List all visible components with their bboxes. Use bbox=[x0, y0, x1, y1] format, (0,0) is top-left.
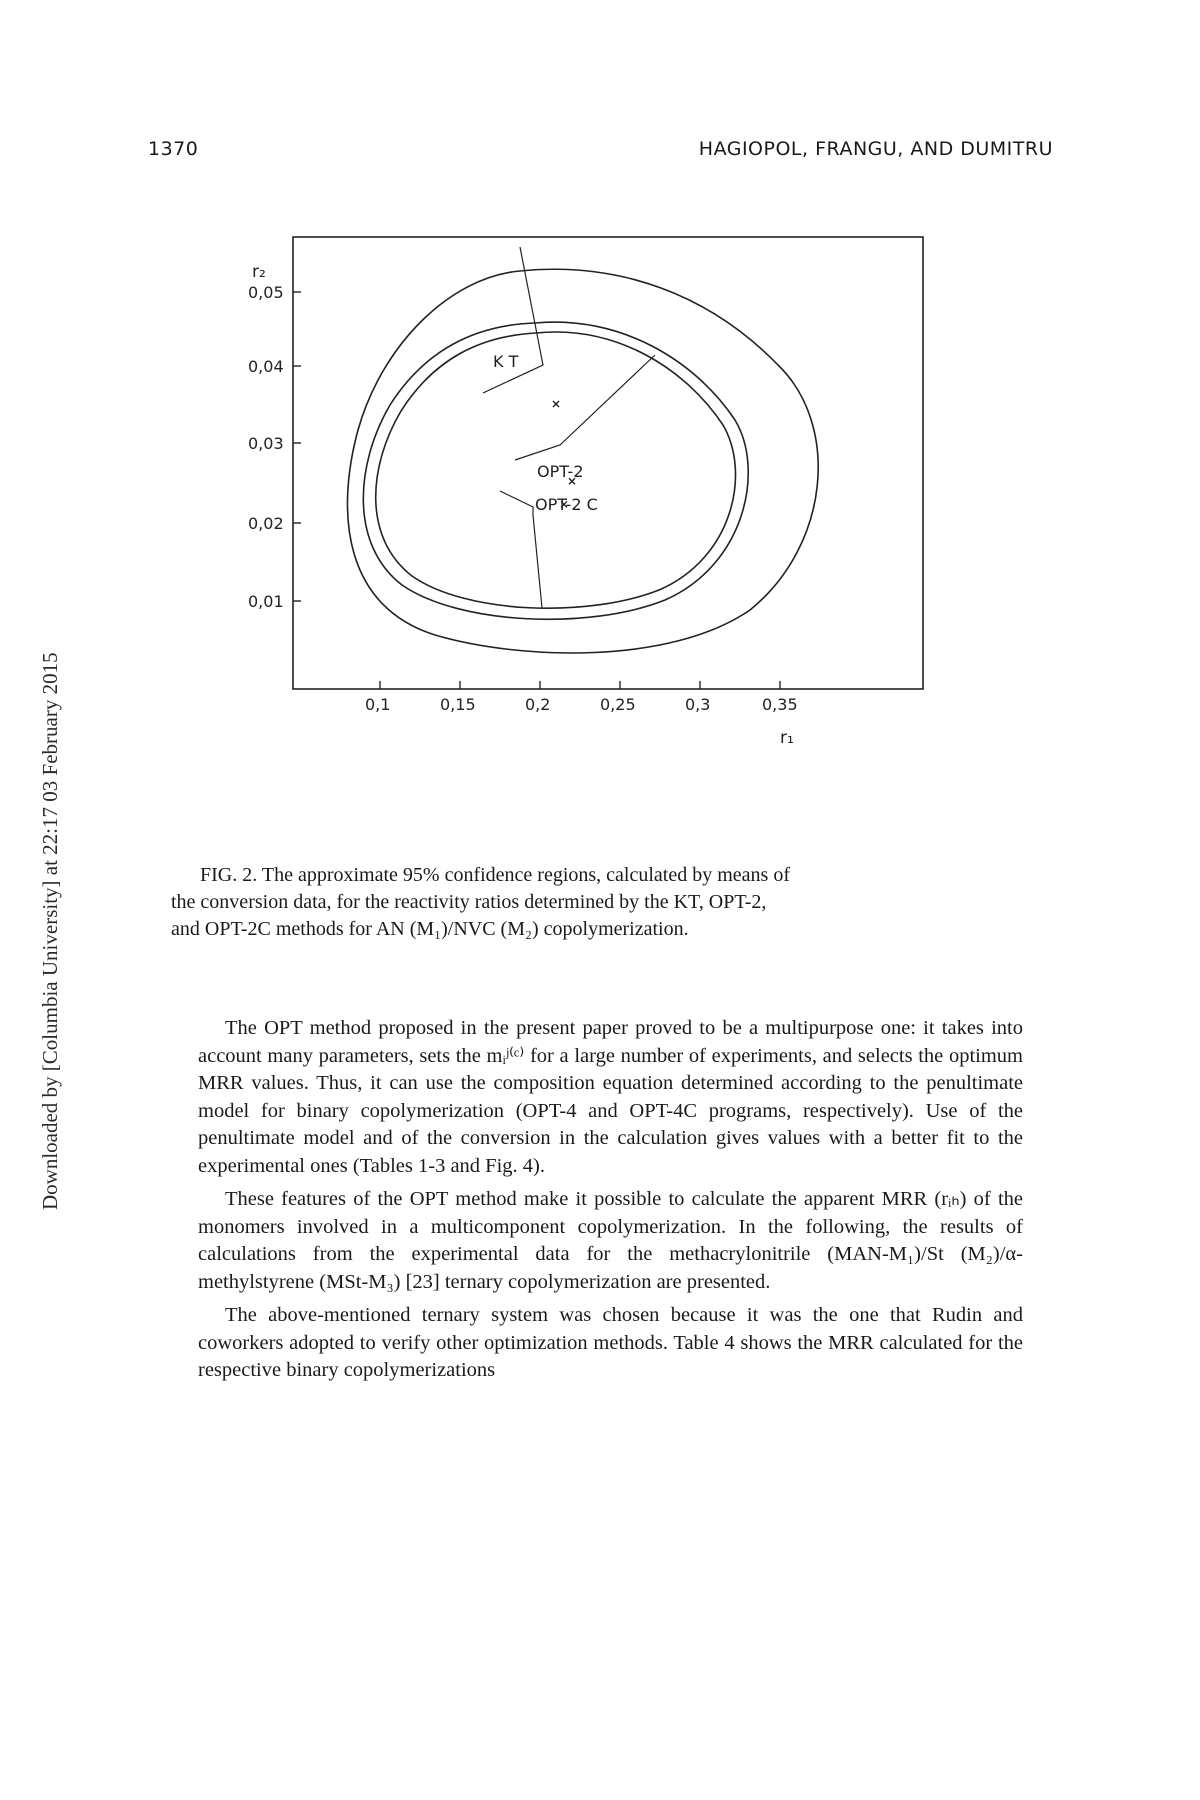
x-ticks: 0,1 0,15 0,2 0,25 0,3 0,35 bbox=[365, 681, 798, 714]
y-tick-label: 0,05 bbox=[248, 283, 284, 302]
x-tick-label: 0,35 bbox=[762, 695, 798, 714]
kt-label: K T bbox=[493, 352, 519, 371]
x-tick-label: 0,2 bbox=[525, 695, 550, 714]
y-tick-label: 0,02 bbox=[248, 514, 284, 533]
running-head: 1370 HAGIOPOL, FRANGU, AND DUMITRU bbox=[148, 138, 1053, 168]
paragraph: The above-mentioned ternary system was c… bbox=[198, 1304, 1023, 1381]
opt2-leader-line bbox=[514, 354, 656, 461]
caption-line: the conversion data, for the reactivity … bbox=[171, 891, 767, 913]
x-tick-label: 0,25 bbox=[600, 695, 636, 714]
paragraph: These features of the OPT method make it… bbox=[198, 1188, 1023, 1293]
opt2-confidence-region bbox=[362, 321, 749, 621]
x-axis-label: r₁ bbox=[780, 728, 794, 748]
x-tick-label: 0,1 bbox=[365, 695, 390, 714]
confidence-region-figure: r₂ 0,05 0,04 0,03 0,02 0,01 0,1 0,15 0,2… bbox=[248, 236, 924, 748]
y-ticks: 0,05 0,04 0,03 0,02 0,01 bbox=[248, 283, 301, 611]
kt-leader-line bbox=[482, 246, 544, 394]
download-watermark: Downloaded by [Columbia University] at 2… bbox=[38, 652, 62, 1210]
opt2c-confidence-region bbox=[374, 331, 737, 609]
y-axis-label: r₂ bbox=[252, 262, 266, 282]
opt2c-label: OPT-2 C bbox=[535, 495, 598, 514]
kt-confidence-region bbox=[346, 268, 819, 654]
page-number: 1370 bbox=[148, 138, 199, 160]
estimate-point-marker bbox=[560, 500, 568, 508]
estimate-point-marker bbox=[568, 477, 576, 485]
caption-line: and OPT-2C methods for AN (M₁)/NVC (M₂) … bbox=[171, 918, 689, 940]
estimate-points bbox=[552, 400, 576, 508]
caption-line: FIG. 2. The approximate 95% confidence r… bbox=[200, 864, 790, 886]
estimate-point-marker bbox=[552, 400, 560, 408]
figure-caption: FIG. 2. The approximate 95% confidence r… bbox=[171, 862, 1018, 943]
running-head-authors: HAGIOPOL, FRANGU, AND DUMITRU bbox=[698, 138, 1053, 160]
y-tick-label: 0,03 bbox=[248, 434, 284, 453]
x-tick-label: 0,15 bbox=[440, 695, 476, 714]
y-tick-label: 0,01 bbox=[248, 592, 284, 611]
opt2-label: OPT-2 bbox=[537, 462, 584, 481]
x-tick-label: 0,3 bbox=[685, 695, 710, 714]
paragraph: The OPT method proposed in the present p… bbox=[198, 1017, 1023, 1177]
body-text: The OPT method proposed in the present p… bbox=[198, 1015, 1023, 1391]
plot-frame bbox=[292, 236, 924, 690]
y-tick-label: 0,04 bbox=[248, 357, 284, 376]
opt2c-leader-line bbox=[499, 490, 543, 609]
